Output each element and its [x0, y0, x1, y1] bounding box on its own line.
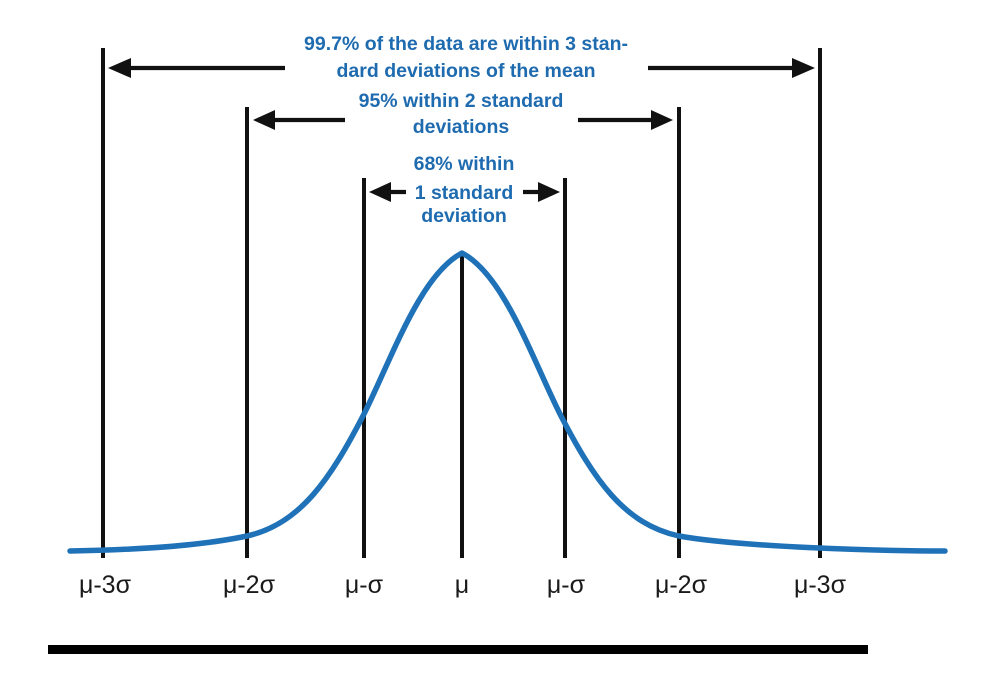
annotation-two-sigma-line1: 95% within 2 standard	[359, 90, 564, 112]
bell-curve-group	[67, 250, 948, 554]
arrow-two-sigma-right	[578, 110, 673, 130]
arrow-three-sigma-left	[108, 58, 285, 78]
axis-label-plus-2-sigma: μ-2σ	[655, 571, 708, 599]
arrow-two-sigma-left	[253, 110, 345, 130]
arrow-one-sigma-left-head	[369, 182, 391, 202]
annotation-three-sigma-line1: 99.7% of the data are within 3 stan-	[304, 33, 628, 55]
axis-tick-labels-group: μ-3σ μ-2σ μ-σ μ μ-σ μ-2σ μ-3σ	[79, 571, 847, 599]
annotation-one-sigma: 68% within 1 standard deviation	[369, 153, 560, 227]
arrow-two-sigma-left-head	[253, 110, 275, 130]
arrow-one-sigma-right-head	[538, 182, 560, 202]
normal-distribution-curve	[67, 250, 948, 554]
axis-label-mean: μ	[455, 571, 469, 599]
annotation-three-sigma-line2: dard deviations of the mean	[337, 60, 596, 82]
axis-label-plus-1-sigma: μ-σ	[547, 571, 586, 599]
axis-label-minus-2-sigma: μ-2σ	[223, 571, 276, 599]
bottom-divider-bar	[48, 645, 868, 654]
annotation-two-sigma: 95% within 2 standard deviations	[253, 90, 673, 138]
arrow-three-sigma-right-head	[792, 58, 815, 78]
annotation-one-sigma-line3: deviation	[421, 205, 507, 227]
arrow-three-sigma-left-head	[108, 58, 131, 78]
arrow-one-sigma-left	[369, 182, 406, 202]
axis-label-minus-3-sigma: μ-3σ	[79, 571, 132, 599]
annotation-one-sigma-line1: 68% within	[414, 153, 515, 175]
arrow-one-sigma-right	[523, 182, 560, 202]
arrow-two-sigma-right-head	[651, 110, 673, 130]
annotation-one-sigma-line2: 1 standard	[415, 182, 514, 204]
axis-label-minus-1-sigma: μ-σ	[345, 571, 384, 599]
annotation-three-sigma: 99.7% of the data are within 3 stan- dar…	[108, 33, 815, 82]
tick-lines-group	[101, 48, 822, 558]
axis-label-plus-3-sigma: μ-3σ	[794, 571, 847, 599]
arrow-three-sigma-right	[648, 58, 815, 78]
annotation-two-sigma-line2: deviations	[413, 116, 510, 138]
